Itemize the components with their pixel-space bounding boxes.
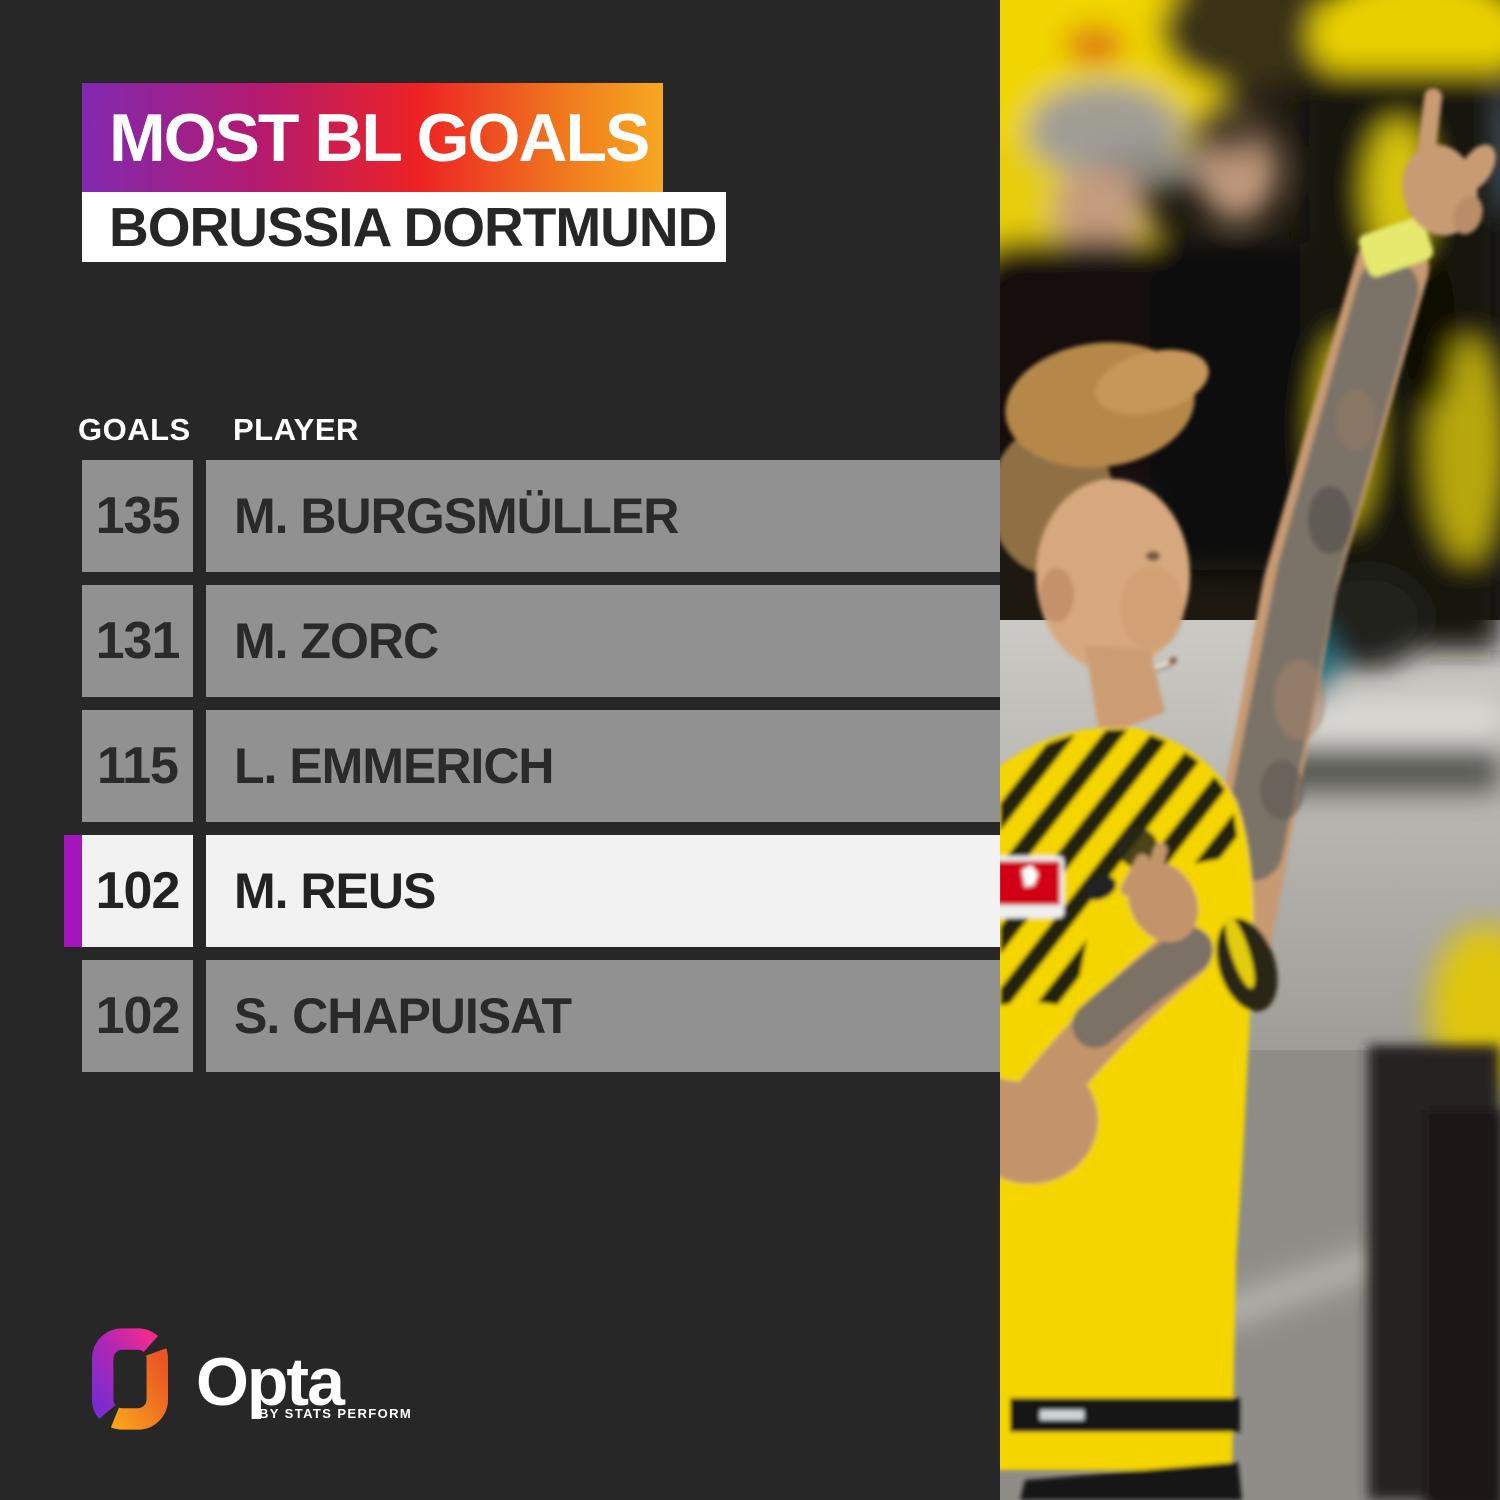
page-title: MOST BL GOALS: [109, 99, 650, 176]
table-row-highlighted: 102 M. REUS: [64, 835, 1000, 947]
brand-tagline: BY STATS PERFORM: [259, 1406, 413, 1421]
table-row: 131 M. ZORC: [82, 585, 1000, 697]
player-name: L. EMMERICH: [206, 710, 1000, 822]
table-row: 115 L. EMMERICH: [82, 710, 1000, 822]
page-subtitle: BORUSSIA DORTMUND: [109, 196, 717, 258]
highlight-accent-bar: [64, 835, 82, 947]
player-name: M. ZORC: [206, 585, 1000, 697]
column-header-player: PLAYER: [233, 412, 359, 447]
title-banner: MOST BL GOALS: [82, 83, 663, 192]
player-photo: [1000, 0, 1500, 1500]
opta-logo-icon: [92, 1328, 168, 1430]
player-name: M. BURGSMÜLLER: [206, 460, 1000, 572]
brand-name: Opta: [196, 1344, 345, 1420]
goals-value: 115: [82, 710, 193, 822]
goals-value: 102: [82, 960, 193, 1072]
column-header-goals: GOALS: [78, 412, 191, 447]
player-name: M. REUS: [206, 835, 1000, 947]
player-name: S. CHAPUISAT: [206, 960, 1000, 1072]
goals-value: 102: [82, 835, 193, 947]
table-row: 102 S. CHAPUISAT: [82, 960, 1000, 1072]
subtitle-banner: BORUSSIA DORTMUND: [82, 192, 726, 262]
table-row: 135 M. BURGSMÜLLER: [82, 460, 1000, 572]
player-photo-illustration: [1000, 0, 1500, 1500]
goals-value: 131: [82, 585, 193, 697]
goals-value: 135: [82, 460, 193, 572]
